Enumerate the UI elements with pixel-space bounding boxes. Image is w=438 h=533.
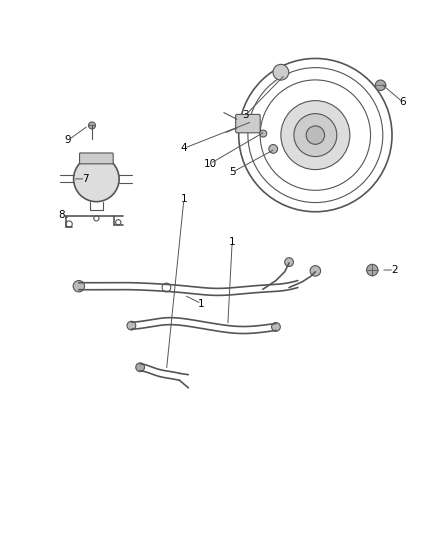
Text: 5: 5	[229, 167, 236, 177]
Circle shape	[74, 156, 119, 201]
Text: 9: 9	[64, 135, 71, 146]
Text: 1: 1	[229, 237, 236, 247]
Text: 8: 8	[58, 210, 65, 220]
FancyBboxPatch shape	[236, 115, 260, 133]
Circle shape	[260, 130, 267, 137]
Text: 1: 1	[198, 298, 205, 309]
Circle shape	[136, 363, 145, 372]
Text: 7: 7	[82, 174, 89, 184]
Circle shape	[273, 64, 289, 80]
Circle shape	[88, 122, 95, 129]
Circle shape	[294, 114, 337, 157]
Circle shape	[367, 264, 378, 276]
Circle shape	[269, 144, 278, 154]
Circle shape	[375, 80, 386, 91]
Circle shape	[306, 126, 325, 144]
Circle shape	[127, 321, 136, 330]
Circle shape	[281, 101, 350, 169]
Circle shape	[73, 280, 85, 292]
Text: 1: 1	[180, 193, 187, 204]
Circle shape	[272, 322, 280, 332]
Text: 3: 3	[242, 110, 249, 120]
Text: 4: 4	[180, 143, 187, 154]
Circle shape	[285, 258, 293, 266]
Text: 2: 2	[391, 265, 398, 275]
FancyBboxPatch shape	[80, 153, 113, 164]
Text: 6: 6	[399, 97, 406, 107]
Text: 10: 10	[204, 159, 217, 168]
Circle shape	[310, 265, 321, 276]
